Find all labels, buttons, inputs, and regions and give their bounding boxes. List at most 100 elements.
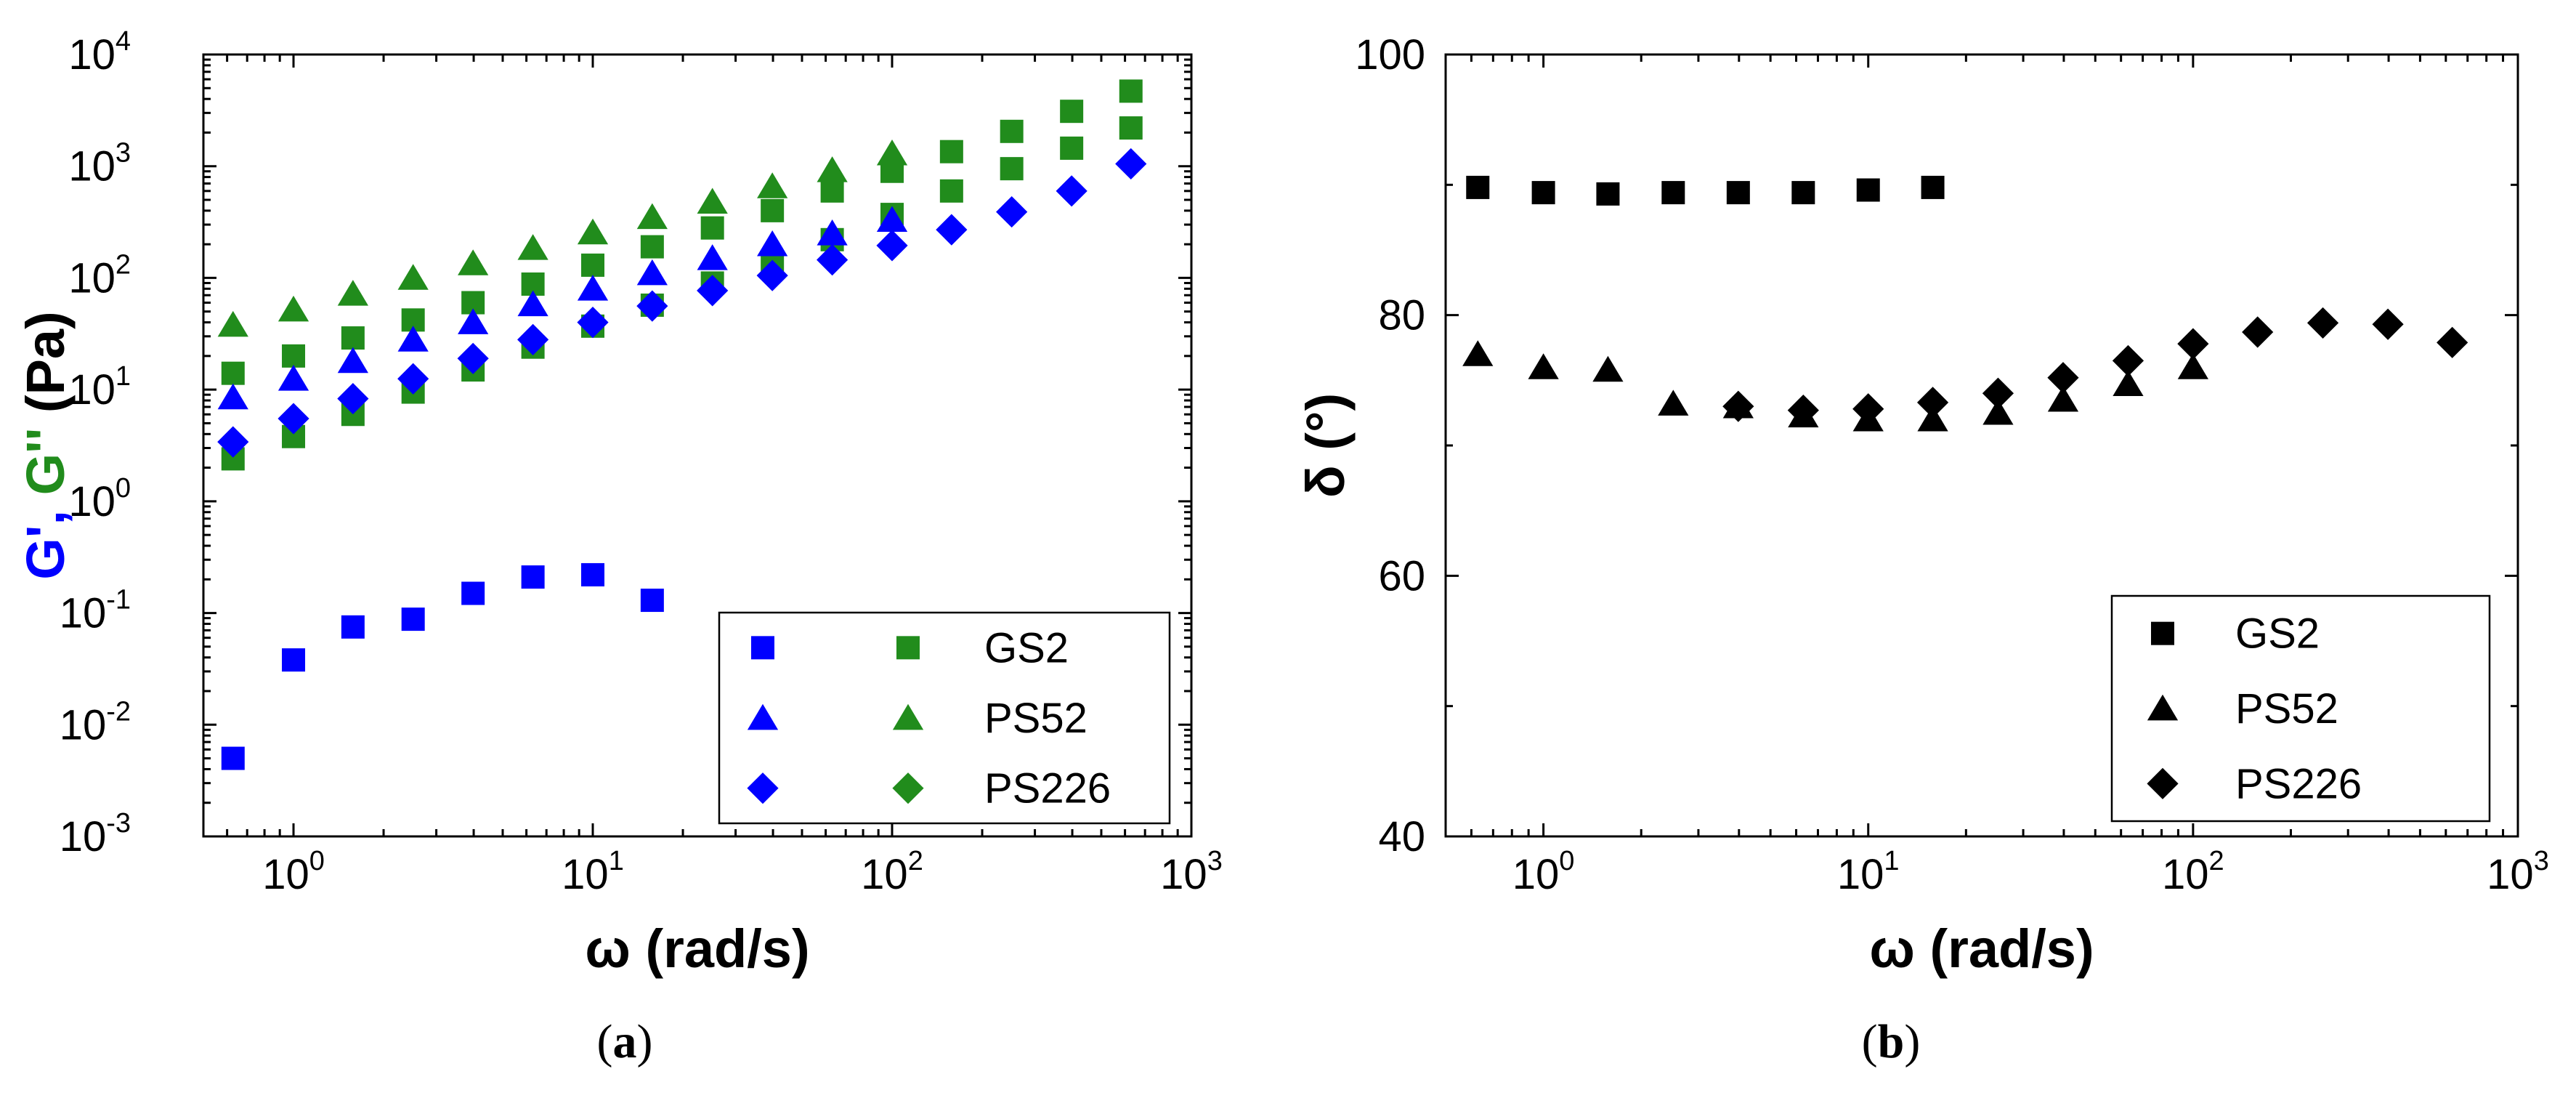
y-axis-title: δ (°): [1295, 393, 1356, 498]
legend-marker: [2151, 621, 2174, 645]
y-tick-label-exponent: -1: [106, 585, 131, 615]
x-tick-label: 101: [1837, 846, 1900, 898]
data-point: [278, 403, 309, 435]
legend-marker-storage: [747, 772, 779, 804]
data-point: [341, 326, 365, 350]
data-point: [1000, 119, 1024, 143]
caption-paren: ): [1904, 1015, 1920, 1068]
data-point: [636, 290, 668, 322]
data-point: [2047, 386, 2079, 412]
data-point: [2242, 316, 2274, 348]
data-point: [640, 235, 664, 259]
x-tick-label-exponent: 1: [1884, 846, 1899, 876]
y-axis-title-part: G'': [15, 428, 76, 496]
data-point: [1119, 79, 1143, 103]
legend: GS2 PS52 PS226: [718, 611, 1171, 825]
data-point: [337, 347, 368, 374]
data-point: [1531, 181, 1555, 205]
legend: GS2 PS52 PS226: [2110, 594, 2491, 823]
data-points: [1462, 175, 2468, 432]
y-tick-label: 104: [68, 26, 131, 78]
data-point: [341, 615, 365, 639]
x-tick-label: 102: [861, 846, 923, 898]
data-point: [1596, 182, 1620, 206]
legend-marker-storage: [751, 636, 774, 660]
data-point: [1466, 175, 1490, 199]
data-point: [1916, 387, 1949, 419]
legend-marker-loss: [896, 636, 920, 660]
data-point: [1056, 175, 1087, 207]
data-point: [1000, 157, 1024, 181]
data-point: [217, 383, 248, 410]
data-point: [337, 280, 368, 306]
data-point: [217, 426, 249, 458]
data-point: [581, 253, 605, 277]
x-tick-label-exponent: 0: [1559, 846, 1574, 876]
y-tick-label-base: 10: [60, 813, 107, 860]
x-tick-label-base: 10: [1512, 851, 1560, 898]
data-point: [936, 214, 968, 246]
y-tick-label: 102: [68, 249, 131, 302]
data-point: [636, 203, 668, 230]
y-tick-label: 100: [68, 473, 131, 525]
y-tick-label-exponent: 0: [116, 473, 131, 504]
x-tick-label-base: 10: [262, 851, 309, 898]
y-tick-label-exponent: 1: [116, 361, 131, 392]
data-point: [876, 139, 908, 166]
data-point: [761, 198, 785, 222]
data-point: [996, 195, 1028, 228]
data-point: [1722, 390, 1754, 422]
y-tick-label: 80: [1378, 292, 1425, 339]
data-point: [397, 363, 429, 395]
data-point: [278, 295, 309, 322]
data-point: [282, 648, 306, 672]
x-tick-label-base: 10: [1160, 851, 1207, 898]
x-tick-label-exponent: 0: [309, 846, 325, 876]
data-point: [1119, 116, 1143, 140]
legend-label: PS226: [2235, 760, 2362, 807]
x-tick-label-base: 10: [2487, 851, 2534, 898]
data-point: [757, 230, 788, 257]
y-tick-label: 103: [68, 138, 131, 190]
x-tick-label: 102: [2162, 846, 2224, 898]
data-point: [221, 361, 245, 385]
x-tick-label-base: 10: [1837, 851, 1884, 898]
series-ps52-g-: [217, 139, 908, 337]
y-tick-label: 10-2: [60, 696, 131, 748]
data-point: [2177, 353, 2208, 379]
series-ps226-g-: [217, 148, 1147, 458]
data-point: [221, 746, 245, 770]
data-point: [1060, 100, 1084, 124]
legend-label: PS52: [984, 695, 1087, 742]
data-point: [1462, 340, 1494, 366]
data-point: [461, 581, 485, 605]
caption-paren: ): [637, 1015, 653, 1068]
y-axis-title: G', G'' (Pa): [15, 311, 76, 579]
data-point: [1982, 398, 2014, 425]
legend-label: GS2: [984, 624, 1069, 671]
series-ps52: [1462, 340, 2208, 432]
legend-marker-loss: [892, 703, 924, 730]
y-axis-ticks: [203, 53, 1191, 838]
panel-caption: (b): [1862, 1015, 1921, 1068]
caption-paren: (: [1862, 1015, 1878, 1068]
x-tick-label-base: 10: [861, 851, 908, 898]
data-point: [1658, 390, 1689, 416]
y-tick-label-exponent: -3: [106, 808, 131, 839]
data-point: [517, 234, 548, 260]
series-ps226: [1722, 307, 2468, 427]
data-point: [876, 230, 908, 262]
data-points: [217, 79, 1147, 770]
x-axis-ticks: [202, 55, 1193, 836]
data-point: [1115, 148, 1147, 180]
data-point: [697, 244, 728, 270]
data-point: [282, 344, 306, 368]
data-point: [577, 306, 609, 339]
caption-letter: a: [613, 1015, 637, 1068]
data-point: [1787, 394, 1819, 427]
y-tick-label: 101: [68, 361, 131, 413]
y-tick-label-base: 10: [68, 366, 116, 413]
data-point: [2437, 326, 2468, 358]
data-point: [640, 589, 664, 613]
